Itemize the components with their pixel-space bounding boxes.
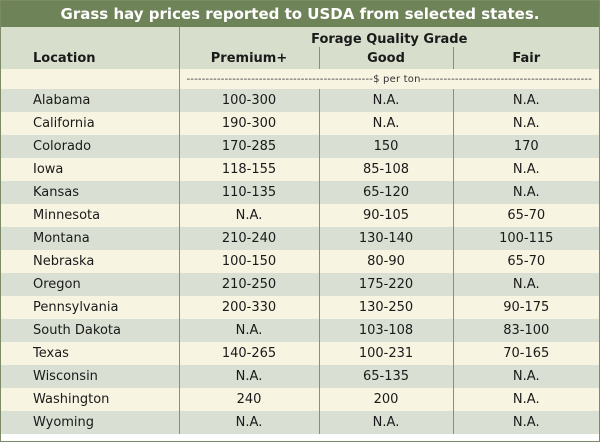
table-row: Wisconsin N.A. 65-135 N.A.	[1, 365, 599, 388]
premium-price-cell: 110-135	[178, 181, 319, 204]
location-cell: Texas	[1, 342, 179, 365]
fair-column-header: Fair	[452, 47, 599, 69]
good-price-cell: 65-120	[318, 181, 453, 204]
units-blank	[1, 69, 179, 89]
fair-price-cell: 100-115	[452, 227, 599, 250]
table-title: Grass hay prices reported to USDA from s…	[1, 1, 599, 27]
fair-price-cell: N.A.	[452, 411, 599, 434]
table-body: Alabama 100-300 N.A. N.A. California 190-300 N…	[1, 89, 599, 434]
location-cell: Minnesota	[1, 204, 179, 227]
premium-price-cell: 100-150	[178, 250, 319, 273]
price-table: Forage Quality Grade Location Premium+ G…	[1, 27, 599, 434]
location-cell: Alabama	[1, 89, 179, 112]
good-price-cell: 65-135	[318, 365, 453, 388]
location-cell: Iowa	[1, 158, 179, 181]
good-price-cell: N.A.	[318, 112, 453, 135]
table-row: Texas 140-265 100-231 70-165	[1, 342, 599, 365]
good-price-cell: 130-140	[318, 227, 453, 250]
good-price-cell: 200	[318, 388, 453, 411]
table-row: Minnesota N.A. 90-105 65-70	[1, 204, 599, 227]
table-row: California 190-300 N.A. N.A.	[1, 112, 599, 135]
premium-price-cell: 170-285	[178, 135, 319, 158]
fair-price-cell: N.A.	[452, 158, 599, 181]
fair-price-cell: 70-165	[452, 342, 599, 365]
fair-price-cell: N.A.	[452, 365, 599, 388]
good-price-cell: 90-105	[318, 204, 453, 227]
forage-grade-header: Forage Quality Grade	[178, 27, 599, 47]
location-cell: Wyoming	[1, 411, 179, 434]
good-price-cell: 130-250	[318, 296, 453, 319]
table-row: Montana 210-240 130-140 100-115	[1, 227, 599, 250]
fair-price-cell: 65-70	[452, 204, 599, 227]
premium-price-cell: 210-240	[178, 227, 319, 250]
good-price-cell: 150	[318, 135, 453, 158]
fair-price-cell: N.A.	[452, 181, 599, 204]
premium-price-cell: 210-250	[178, 273, 319, 296]
location-cell: Wisconsin	[1, 365, 179, 388]
premium-price-cell: 118-155	[178, 158, 319, 181]
table-row: Kansas 110-135 65-120 N.A.	[1, 181, 599, 204]
fair-price-cell: N.A.	[452, 388, 599, 411]
good-price-cell: 175-220	[318, 273, 453, 296]
location-cell: Nebraska	[1, 250, 179, 273]
location-cell: Pennsylvania	[1, 296, 179, 319]
location-cell: Washington	[1, 388, 179, 411]
good-price-cell: 103-108	[318, 319, 453, 342]
good-price-cell: 80-90	[318, 250, 453, 273]
fair-price-cell: N.A.	[452, 89, 599, 112]
good-price-cell: 85-108	[318, 158, 453, 181]
table-row: Nebraska 100-150 80-90 65-70	[1, 250, 599, 273]
location-cell: California	[1, 112, 179, 135]
premium-price-cell: 140-265	[178, 342, 319, 365]
fair-price-cell: 90-175	[452, 296, 599, 319]
premium-price-cell: 240	[178, 388, 319, 411]
table-row: Pennsylvania 200-330 130-250 90-175	[1, 296, 599, 319]
units-label: ----------------------------------------…	[186, 73, 592, 85]
header-row-group: Forage Quality Grade	[1, 27, 599, 47]
fair-price-cell: N.A.	[452, 273, 599, 296]
table-row: Colorado 170-285 150 170	[1, 135, 599, 158]
location-cell: South Dakota	[1, 319, 179, 342]
good-price-cell: N.A.	[318, 89, 453, 112]
location-cell: Kansas	[1, 181, 179, 204]
table-row: Alabama 100-300 N.A. N.A.	[1, 89, 599, 112]
fair-price-cell: 83-100	[452, 319, 599, 342]
premium-price-cell: N.A.	[178, 204, 319, 227]
premium-column-header: Premium+	[178, 47, 319, 69]
location-cell: Montana	[1, 227, 179, 250]
premium-price-cell: 190-300	[178, 112, 319, 135]
premium-price-cell: N.A.	[178, 411, 319, 434]
premium-price-cell: 200-330	[178, 296, 319, 319]
premium-price-cell: 100-300	[178, 89, 319, 112]
table-row: Iowa 118-155 85-108 N.A.	[1, 158, 599, 181]
premium-price-cell: N.A.	[178, 319, 319, 342]
units-row: ----------------------------------------…	[1, 69, 599, 89]
header-blank	[1, 27, 179, 47]
table-row: Washington 240 200 N.A.	[1, 388, 599, 411]
good-price-cell: 100-231	[318, 342, 453, 365]
table-row: South Dakota N.A. 103-108 83-100	[1, 319, 599, 342]
location-cell: Colorado	[1, 135, 179, 158]
location-cell: Oregon	[1, 273, 179, 296]
location-column-header: Location	[1, 47, 179, 69]
table-row: Wyoming N.A. N.A. N.A.	[1, 411, 599, 434]
good-price-cell: N.A.	[318, 411, 453, 434]
good-column-header: Good	[318, 47, 453, 69]
premium-price-cell: N.A.	[178, 365, 319, 388]
fair-price-cell: 170	[452, 135, 599, 158]
table-row: Oregon 210-250 175-220 N.A.	[1, 273, 599, 296]
units-cell: ----------------------------------------…	[178, 69, 599, 89]
header-row-columns: Location Premium+ Good Fair	[1, 47, 599, 69]
fair-price-cell: 65-70	[452, 250, 599, 273]
fair-price-cell: N.A.	[452, 112, 599, 135]
